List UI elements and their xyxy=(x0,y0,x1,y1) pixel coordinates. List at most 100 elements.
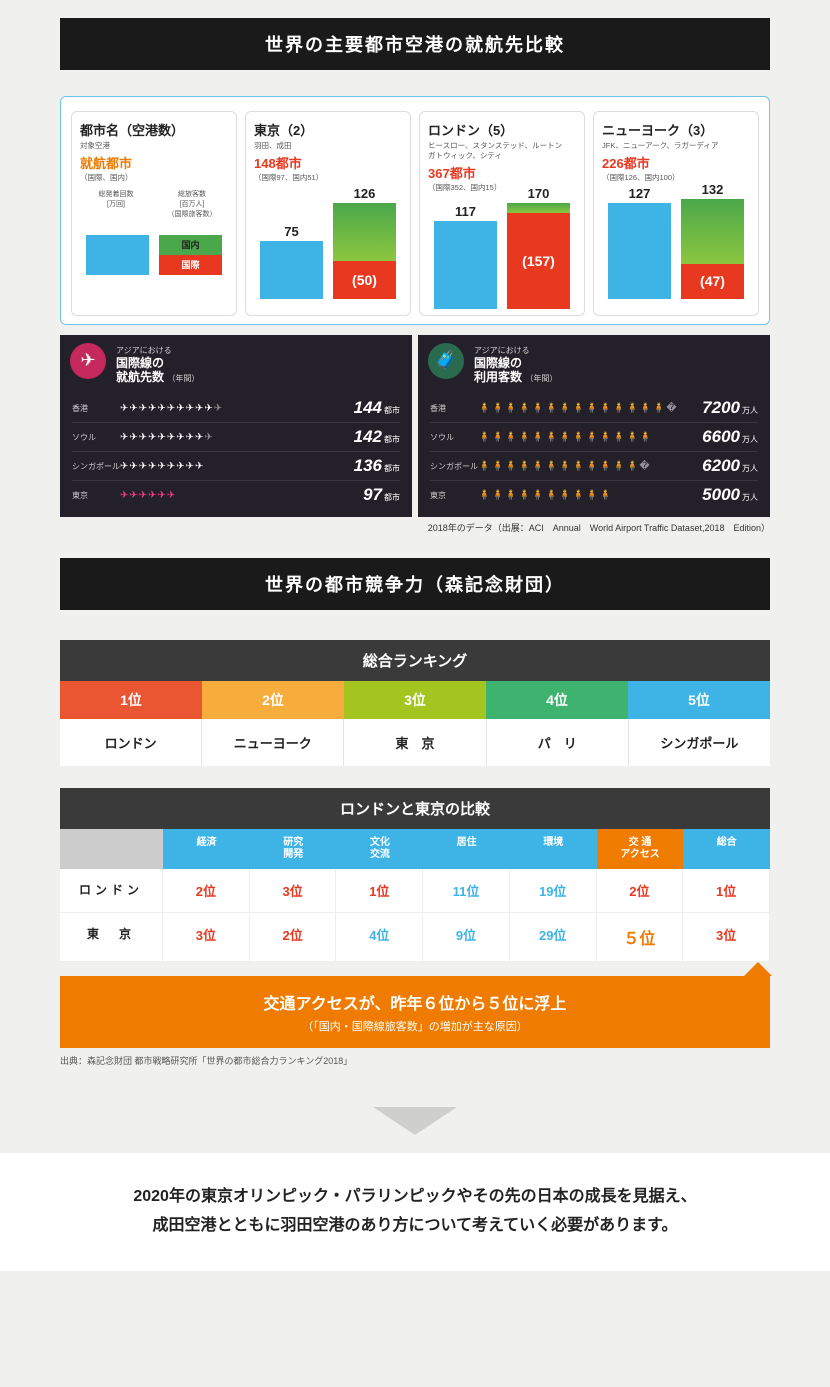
stat-value: 7200万人 xyxy=(702,398,758,418)
stat-row: 香港 🧍🧍🧍🧍🧍🧍🧍🧍🧍🧍🧍🧍🧍🧍� 7200万人 xyxy=(430,394,758,422)
dark-panels-row: ✈ アジアにおける 国際線の就航先数 （年間） 香港 ✈✈✈✈✈✈✈✈✈✈✈ 1… xyxy=(60,335,770,518)
cmp-cell: 2位 xyxy=(597,869,684,913)
stat-icons: 🧍🧍🧍🧍🧍🧍🧍🧍🧍🧍🧍🧍🧍 xyxy=(478,432,702,443)
cmp-cell: ５位 xyxy=(597,913,684,962)
stat-row: シンガポール ✈✈✈✈✈✈✈✈✈ 136都市 xyxy=(72,451,400,480)
dep-value: 75 xyxy=(284,224,298,239)
stat-city: 東京 xyxy=(430,490,478,501)
airport-sub: JFK、ニューアーク、ラガーディア xyxy=(602,141,750,151)
stat-icons: ✈✈✈✈✈✈✈✈✈ xyxy=(120,461,354,472)
stat-icons: ✈✈✈✈✈✈ xyxy=(120,490,363,501)
cmp-cell: 19位 xyxy=(510,869,597,913)
cmp-cell: 3位 xyxy=(250,869,337,913)
cmp-cell: 9位 xyxy=(423,913,510,962)
rank-cell: 3位 xyxy=(344,681,486,719)
rank-cell: 5位 xyxy=(628,681,770,719)
pax-bar: (47) xyxy=(681,199,744,299)
cmp-row-name: ロンドン xyxy=(60,869,163,913)
panel-head: アジアにおける xyxy=(116,345,400,356)
cmp-col-head: 文化交流 xyxy=(337,829,424,869)
stat-value: 97都市 xyxy=(363,485,400,505)
legend-domestic-label: 国内 xyxy=(159,235,222,255)
dep-bar xyxy=(434,221,497,309)
pax-intl: (47) xyxy=(681,264,744,299)
legend-bar-dep xyxy=(86,235,149,275)
stat-value: 144都市 xyxy=(354,398,400,418)
stat-value: 5000万人 xyxy=(702,485,758,505)
panel-title: 国際線の就航先数 （年間） xyxy=(116,356,400,385)
comparison-header: ロンドンと東京の比較 xyxy=(60,788,770,829)
stat-city: ソウル xyxy=(72,432,120,443)
panel-head: アジアにおける xyxy=(474,345,758,356)
rank-name: シンガポール xyxy=(629,719,770,766)
cmp-col-head: 経済 xyxy=(163,829,250,869)
stat-value: 142都市 xyxy=(354,427,400,447)
airport-breakdown: （国際97、国内51） xyxy=(254,172,402,183)
rank-name: ロンドン xyxy=(60,719,202,766)
stat-city: シンガポール xyxy=(430,461,478,472)
pax-intl: (157) xyxy=(507,213,570,309)
stat-city: 東京 xyxy=(72,490,120,501)
bottom-text-2: 成田空港とともに羽田空港のあり方について考えていく必要があります。 xyxy=(20,1212,810,1241)
legend-left-2: [万回] xyxy=(80,199,152,209)
airport-sub: ヒースロー、スタンステッド、ルートンガトウィック、シティ xyxy=(428,141,576,161)
cmp-col-head: 環境 xyxy=(510,829,597,869)
stat-city: 香港 xyxy=(430,403,478,414)
source-1: 2018年のデータ（出展：ACI Annual World Airport Tr… xyxy=(60,521,770,534)
rank-cell: 2位 xyxy=(202,681,344,719)
rank-name: 東 京 xyxy=(344,719,486,766)
pax-domestic xyxy=(507,203,570,213)
rank-name: ニューヨーク xyxy=(202,719,344,766)
legend-right-2: [百万人] xyxy=(156,199,228,209)
cmp-col-head: 研究開発 xyxy=(250,829,337,869)
stat-value: 136都市 xyxy=(354,456,400,476)
pax-value: 170 xyxy=(528,186,550,201)
legend-left: 総発着回数 [万回] xyxy=(80,189,152,219)
pax-bar: (157) xyxy=(507,203,570,309)
section1-title: 世界の主要都市空港の就航先比較 xyxy=(60,18,770,70)
cmp-cell: 3位 xyxy=(163,913,250,962)
legend-breakdown: （国際、国内） xyxy=(80,172,228,183)
callout-pointer xyxy=(744,962,772,976)
pax-domestic xyxy=(681,199,744,264)
section2-title: 世界の都市競争力（森記念財団） xyxy=(60,558,770,610)
airport-dest: 226都市 xyxy=(602,153,750,172)
cmp-row: 東 京3位2位4位9位29位５位3位 xyxy=(60,913,770,962)
legend-sub: 対象空港 xyxy=(80,141,228,151)
airport-sub: 羽田、成田 xyxy=(254,141,402,151)
cmp-cell: 11位 xyxy=(423,869,510,913)
airport-title: 東京（2） xyxy=(254,120,402,139)
stat-icons: 🧍🧍🧍🧍🧍🧍🧍🧍🧍🧍🧍🧍� xyxy=(478,461,702,472)
panel-rows: 香港 🧍🧍🧍🧍🧍🧍🧍🧍🧍🧍🧍🧍🧍🧍� 7200万人 ソウル 🧍🧍🧍🧍🧍🧍🧍🧍🧍🧍… xyxy=(430,394,758,509)
stat-icons: 🧍🧍🧍🧍🧍🧍🧍🧍🧍🧍🧍🧍🧍🧍� xyxy=(478,403,702,414)
legend-title: 都市名（空港数） xyxy=(80,120,228,139)
pax-intl: (50) xyxy=(333,261,396,299)
airport-title: ロンドン（5） xyxy=(428,120,576,139)
callout-big: 交通アクセスが、昨年６位から５位に浮上 xyxy=(70,990,760,1014)
pax-value: 132 xyxy=(702,182,724,197)
legend-card: 都市名（空港数） 対象空港 就航都市 （国際、国内） 総発着回数 [万回] 総旅… xyxy=(71,111,237,316)
cmp-col-head: 居住 xyxy=(423,829,510,869)
cmp-cell: 2位 xyxy=(250,913,337,962)
stat-icons: ✈✈✈✈✈✈✈✈✈✈ xyxy=(120,432,354,443)
airport-dest: 367都市 xyxy=(428,163,576,182)
stat-row: 東京 🧍🧍🧍🧍🧍🧍🧍🧍🧍🧍 5000万人 xyxy=(430,480,758,509)
panel-badge: ✈ xyxy=(70,343,106,379)
bottom-band: 2020年の東京オリンピック・パラリンピックやその先の日本の成長を見据え、 成田… xyxy=(0,1153,830,1271)
cmp-row-name: 東 京 xyxy=(60,913,163,962)
stat-value: 6600万人 xyxy=(702,427,758,447)
pax-bar: (50) xyxy=(333,203,396,299)
airport-card: ニューヨーク（3） JFK、ニューアーク、ラガーディア 226都市 （国際126… xyxy=(593,111,759,316)
cmp-cell: 3位 xyxy=(683,913,770,962)
pax-value: 126 xyxy=(354,186,376,201)
bottom-text-1: 2020年の東京オリンピック・パラリンピックやその先の日本の成長を見据え、 xyxy=(20,1183,810,1212)
legend-left-1: 総発着回数 xyxy=(80,189,152,199)
rank-name: パ リ xyxy=(487,719,629,766)
cmp-cell: 4位 xyxy=(336,913,423,962)
cmp-head-row: 経済研究開発文化交流居住環境交 通アクセス総合 xyxy=(60,829,770,869)
down-arrow xyxy=(373,1107,457,1135)
ranking-name-row: ロンドンニューヨーク東 京パ リシンガポール xyxy=(60,719,770,766)
dep-bar xyxy=(260,241,323,299)
cmp-row: ロンドン2位3位1位11位19位2位1位 xyxy=(60,869,770,913)
airport-dest: 148都市 xyxy=(254,153,402,172)
